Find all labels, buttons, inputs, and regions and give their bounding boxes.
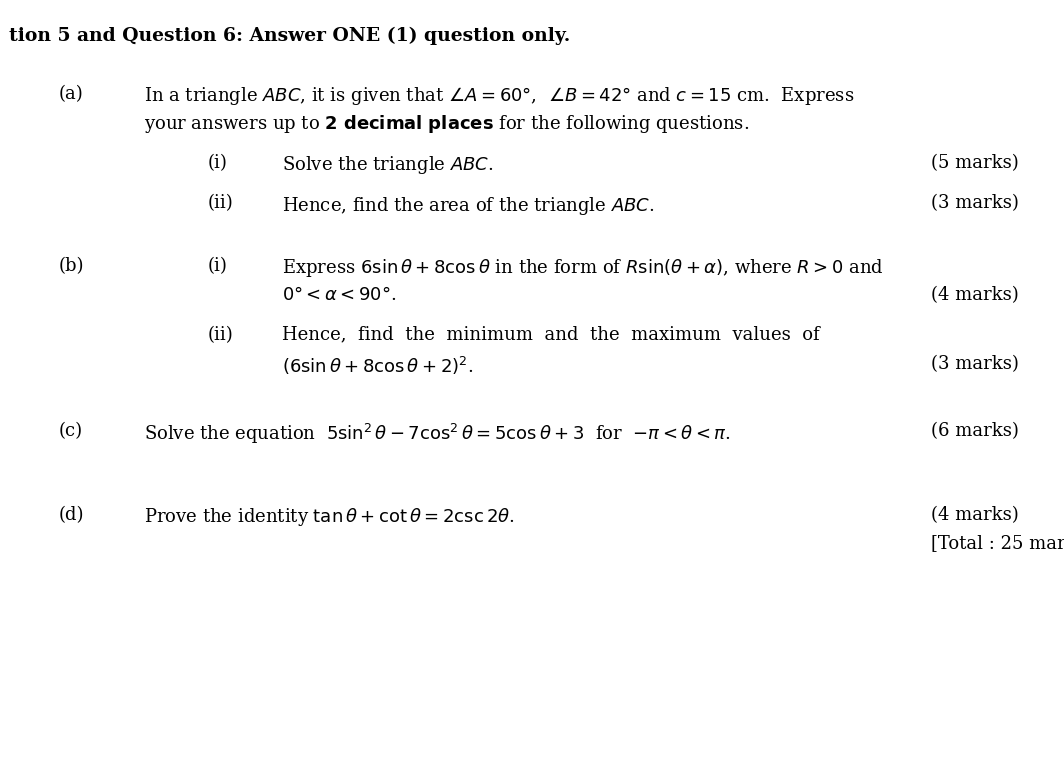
Text: Solve the triangle $\mathit{ABC}$.: Solve the triangle $\mathit{ABC}$. <box>282 154 494 176</box>
Text: (3 marks): (3 marks) <box>931 195 1019 212</box>
Text: $(6\sin\theta + 8\cos\theta + 2)^{2}$.: $(6\sin\theta + 8\cos\theta + 2)^{2}$. <box>282 355 473 378</box>
Text: Prove the identity $\tan\theta + \cot\theta = 2\csc 2\theta$.: Prove the identity $\tan\theta + \cot\th… <box>144 506 514 527</box>
Text: (ii): (ii) <box>207 195 233 212</box>
Text: (i): (i) <box>207 257 228 275</box>
Text: (4 marks): (4 marks) <box>931 506 1018 523</box>
Text: tion 5 and Question 6: Answer ONE (1) question only.: tion 5 and Question 6: Answer ONE (1) qu… <box>9 27 569 46</box>
Text: $0° < \alpha < 90°$.: $0° < \alpha < 90°$. <box>282 286 397 303</box>
Text: Express $6\sin\theta + 8\cos\theta$ in the form of $R\sin(\theta + \alpha)$, whe: Express $6\sin\theta + 8\cos\theta$ in t… <box>282 257 884 279</box>
Text: Solve the equation  $5\sin^{2}\theta - 7\cos^{2}\theta = 5\cos\theta + 3$  for  : Solve the equation $5\sin^{2}\theta - 7\… <box>144 422 730 446</box>
Text: (5 marks): (5 marks) <box>931 154 1018 172</box>
Text: [Total : 25 marks]: [Total : 25 marks] <box>931 534 1064 552</box>
Text: (6 marks): (6 marks) <box>931 422 1019 440</box>
Text: (a): (a) <box>59 85 83 103</box>
Text: (3 marks): (3 marks) <box>931 355 1019 373</box>
Text: (d): (d) <box>59 506 84 523</box>
Text: Hence, find the area of the triangle $\mathit{ABC}$.: Hence, find the area of the triangle $\m… <box>282 195 654 216</box>
Text: In a triangle $\mathit{ABC}$, it is given that $\angle A = 60°$,  $\angle B = 42: In a triangle $\mathit{ABC}$, it is give… <box>144 85 854 107</box>
Text: (c): (c) <box>59 422 83 440</box>
Text: (i): (i) <box>207 154 228 172</box>
Text: (ii): (ii) <box>207 326 233 344</box>
Text: (4 marks): (4 marks) <box>931 286 1018 303</box>
Text: (b): (b) <box>59 257 84 275</box>
Text: your answers up to $\bf{2\ decimal\ places}$ for the following questions.: your answers up to $\bf{2\ decimal\ plac… <box>144 113 749 135</box>
Text: Hence,  find  the  minimum  and  the  maximum  values  of: Hence, find the minimum and the maximum … <box>282 326 819 344</box>
